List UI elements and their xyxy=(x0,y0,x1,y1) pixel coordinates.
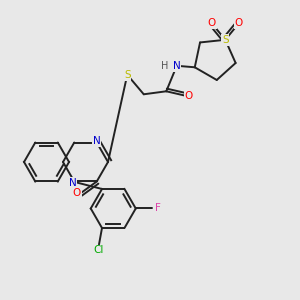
Text: H: H xyxy=(161,61,169,71)
Text: O: O xyxy=(73,188,81,199)
Text: F: F xyxy=(155,203,161,214)
Text: N: N xyxy=(173,61,181,71)
Text: O: O xyxy=(208,18,216,28)
Text: O: O xyxy=(184,91,193,101)
Text: N: N xyxy=(93,136,100,146)
Text: S: S xyxy=(222,35,229,45)
Text: Cl: Cl xyxy=(94,245,104,256)
Text: O: O xyxy=(235,18,243,28)
Text: N: N xyxy=(69,178,76,188)
Text: S: S xyxy=(124,70,130,80)
